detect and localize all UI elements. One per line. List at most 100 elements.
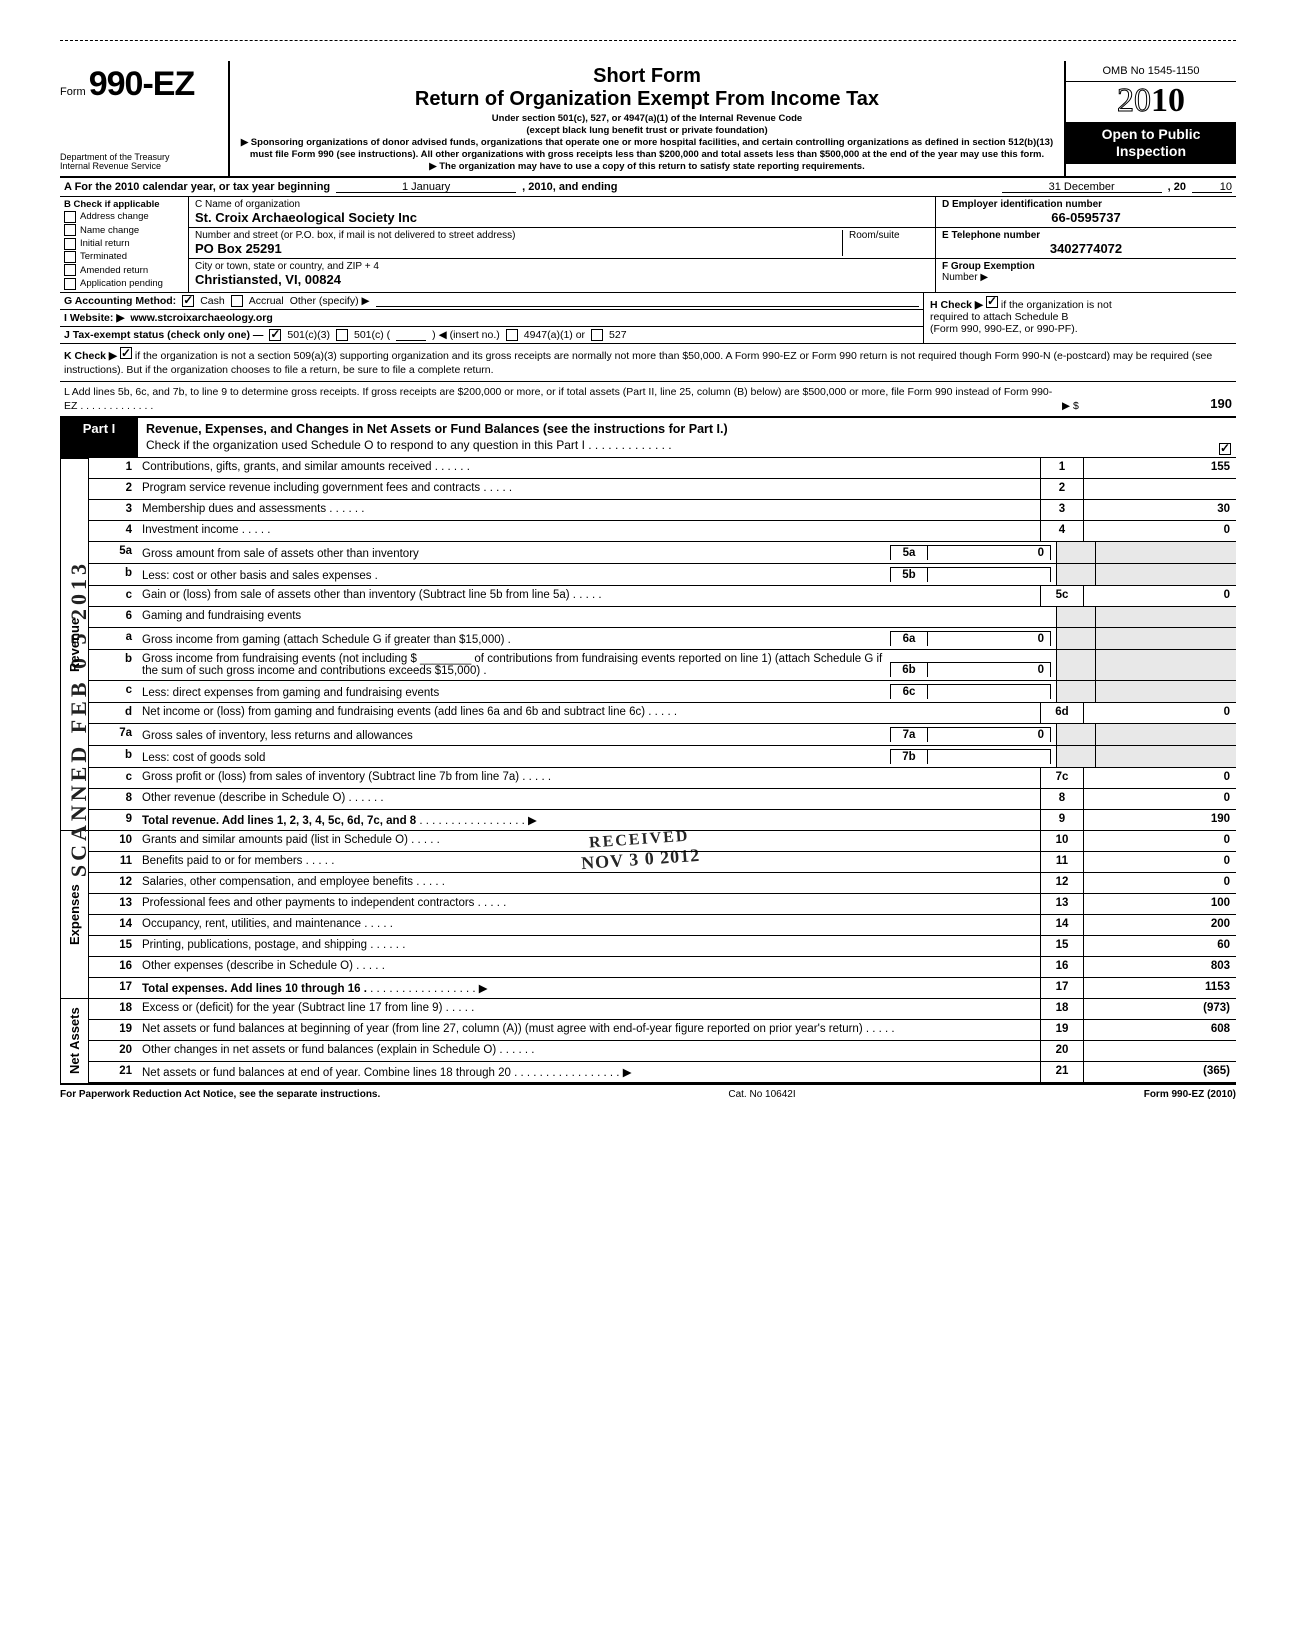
line-no: 19 <box>89 1020 137 1040</box>
row-j: J Tax-exempt status (check only one) — 5… <box>60 327 923 343</box>
chk-app-pending[interactable]: Application pending <box>64 277 184 290</box>
inner-line-amt: 0 <box>928 663 1050 677</box>
footer-right: Form 990-EZ (2010) <box>1144 1089 1236 1100</box>
line-1: 1Contributions, gifts, grants, and simil… <box>89 458 1236 479</box>
line-amt: 0 <box>1084 586 1236 606</box>
chk-501c[interactable] <box>336 329 348 341</box>
line-18: 18Excess or (deficit) for the year (Subt… <box>89 999 1236 1020</box>
line-desc: Other revenue (describe in Schedule O) .… <box>137 789 1040 809</box>
line-6: 6Gaming and fundraising events <box>89 607 1236 628</box>
page-footer: For Paperwork Reduction Act Notice, see … <box>60 1085 1236 1100</box>
line-amt <box>1084 479 1236 499</box>
chk-h[interactable] <box>986 296 998 308</box>
k-label: K Check ▶ <box>64 350 117 362</box>
inner-line-amt <box>928 685 1050 699</box>
header-mid: Short Form Return of Organization Exempt… <box>230 61 1064 176</box>
line-amt: 0 <box>1084 768 1236 788</box>
part1-check[interactable] <box>1214 418 1236 457</box>
c-city-row: City or town, state or country, and ZIP … <box>189 259 935 289</box>
line-no: b <box>89 746 137 767</box>
c-name-row: C Name of organization St. Croix Archaeo… <box>189 197 935 228</box>
line-amt: 200 <box>1084 915 1236 935</box>
line-no: 14 <box>89 915 137 935</box>
chk-address-change[interactable]: Address change <box>64 210 184 223</box>
line-c: cGross profit or (loss) from sales of in… <box>89 768 1236 789</box>
chk-initial-return[interactable]: Initial return <box>64 237 184 250</box>
line-c: cGain or (loss) from sale of assets othe… <box>89 586 1236 607</box>
inner-line-amt: 0 <box>928 632 1050 646</box>
line-desc: Excess or (deficit) for the year (Subtra… <box>137 999 1040 1019</box>
line-desc: Other changes in net assets or fund bala… <box>137 1041 1040 1061</box>
chk-name-change[interactable]: Name change <box>64 224 184 237</box>
line-desc: Less: cost of goods sold7b <box>137 746 1056 767</box>
line-desc: Investment income . . . . . <box>137 521 1040 541</box>
col-def: D Employer identification number 66-0595… <box>936 197 1236 292</box>
line-rno: 19 <box>1040 1020 1084 1040</box>
line-desc: Grants and similar amounts paid (list in… <box>137 831 1040 851</box>
line-amt-shade <box>1096 681 1236 702</box>
net-lines: 18Excess or (deficit) for the year (Subt… <box>89 999 1236 1083</box>
e-row: E Telephone number 3402774072 <box>936 228 1236 259</box>
chk-cash[interactable] <box>182 295 194 307</box>
line-amt: 0 <box>1084 852 1236 872</box>
h-text3: required to attach Schedule B <box>930 311 1068 323</box>
line-amt-shade <box>1096 607 1236 627</box>
form-990ez: Form 990-EZ Department of the Treasury I… <box>60 40 1236 1100</box>
side-expenses: Expenses <box>60 831 88 998</box>
line-no: c <box>89 586 137 606</box>
line-rno-shade <box>1056 628 1096 649</box>
line-amt-shade <box>1096 542 1236 563</box>
row-a: A For the 2010 calendar year, or tax yea… <box>60 178 1236 197</box>
line-no: c <box>89 768 137 788</box>
inner-line-no: 7a <box>891 728 928 742</box>
g-cash: Cash <box>200 295 225 307</box>
c-name-label: C Name of organization <box>195 199 929 210</box>
line-no: 7a <box>89 724 137 745</box>
line-desc: Printing, publications, postage, and shi… <box>137 936 1040 956</box>
line-rno: 3 <box>1040 500 1084 520</box>
line-desc: Benefits paid to or for members . . . . … <box>137 852 1040 872</box>
inner-line-no: 7b <box>891 750 928 764</box>
line-amt: 0 <box>1084 703 1236 723</box>
inner-line-amt <box>928 750 1050 764</box>
line-rno: 10 <box>1040 831 1084 851</box>
open1: Open to Public <box>1068 126 1234 143</box>
line-rno-shade <box>1056 724 1096 745</box>
colB-heading: B Check if applicable <box>64 199 184 210</box>
i-value: www.stcroixarchaeology.org <box>130 312 272 324</box>
line-rno: 16 <box>1040 957 1084 977</box>
col-b: B Check if applicable Address change Nam… <box>60 197 189 292</box>
part1-bar: Part I Revenue, Expenses, and Changes in… <box>60 418 1236 458</box>
line-desc: Contributions, gifts, grants, and simila… <box>137 458 1040 478</box>
line-rno: 20 <box>1040 1041 1084 1061</box>
line-rno-shade <box>1056 681 1096 702</box>
chk-4947[interactable] <box>506 329 518 341</box>
l-text: L Add lines 5b, 6c, and 7b, to line 9 to… <box>64 385 1062 413</box>
line-amt: 608 <box>1084 1020 1236 1040</box>
chk-k[interactable] <box>120 347 132 359</box>
line-amt: (365) <box>1084 1062 1236 1082</box>
side-netassets: Net Assets <box>60 999 88 1083</box>
line-7a: 7aGross sales of inventory, less returns… <box>89 724 1236 746</box>
inner-line-no: 5a <box>891 546 928 560</box>
line-no: 10 <box>89 831 137 851</box>
line-amt: 60 <box>1084 936 1236 956</box>
lines-wrap: Revenue 1Contributions, gifts, grants, a… <box>60 458 1236 831</box>
l-amt: 190 <box>1092 395 1232 413</box>
chk-terminated[interactable]: Terminated <box>64 250 184 263</box>
net-wrap: Net Assets 18Excess or (deficit) for the… <box>60 999 1236 1085</box>
c-addr-row: Number and street (or P.O. box, if mail … <box>189 228 935 259</box>
h-text2: if the organization is not <box>1001 299 1112 311</box>
chk-amended[interactable]: Amended return <box>64 264 184 277</box>
line-no: 21 <box>89 1062 137 1082</box>
chk-501c3[interactable] <box>269 329 281 341</box>
line-rno: 21 <box>1040 1062 1084 1082</box>
line-desc: Gross amount from sale of assets other t… <box>137 542 1056 563</box>
sub4: ▶ The organization may have to use a cop… <box>240 161 1054 173</box>
rowA-begin: 1 January <box>336 181 516 193</box>
line-10: 10Grants and similar amounts paid (list … <box>89 831 1236 852</box>
line-b: bLess: cost or other basis and sales exp… <box>89 564 1236 586</box>
c-addr-value: PO Box 25291 <box>195 241 842 256</box>
chk-accrual[interactable] <box>231 295 243 307</box>
chk-527[interactable] <box>591 329 603 341</box>
